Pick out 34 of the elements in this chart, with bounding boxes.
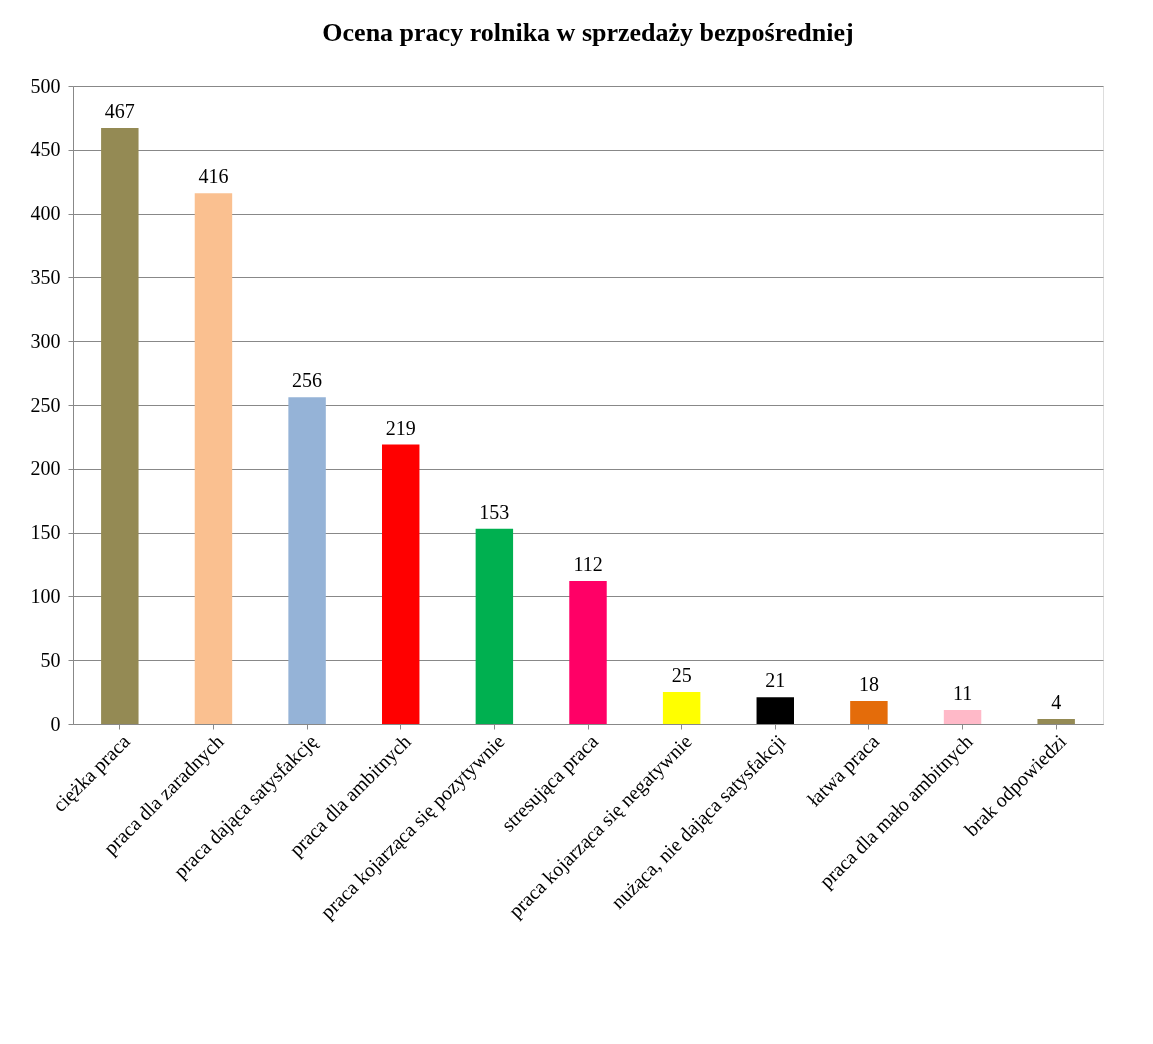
chart-title: Ocena pracy rolnika w sprzedaży bezpośredniej [322,18,854,47]
data-label: 219 [385,416,416,439]
y-tick-label: 300 [30,329,61,352]
bar [1037,718,1075,724]
bar [288,397,326,724]
y-tick-label: 50 [40,648,61,671]
data-label: 153 [479,500,510,523]
bar [756,697,794,724]
data-label: 112 [573,553,603,576]
bar [569,581,607,724]
bar [850,701,888,724]
bar [382,444,420,724]
bar [101,128,139,724]
data-label: 18 [858,673,879,696]
bar [194,193,233,724]
data-label: 4 [1051,690,1062,713]
data-label: 11 [952,681,973,704]
y-tick-label: 100 [30,584,61,607]
bar [943,709,982,724]
y-tick-label: 350 [30,265,61,288]
data-label: 467 [104,100,135,123]
y-tick-label: 250 [30,393,61,416]
y-tick-label: 150 [30,521,61,544]
bar [662,692,701,724]
y-tick-label: 0 [50,712,61,735]
data-label: 256 [292,369,323,392]
y-tick-label: 450 [30,138,61,161]
y-tick-label: 500 [30,74,61,97]
y-tick-label: 200 [30,457,61,480]
data-label: 416 [198,165,229,188]
data-label: 21 [765,669,786,692]
bar [475,528,514,724]
y-tick-label: 400 [30,202,61,225]
data-label: 25 [671,664,692,687]
